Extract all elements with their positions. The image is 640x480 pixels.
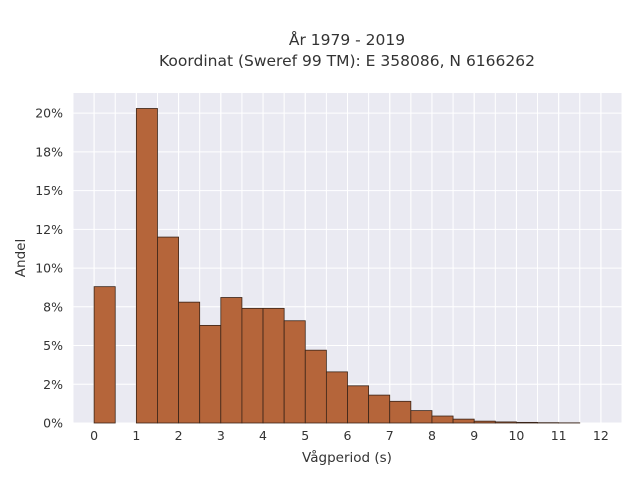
chart-subtitle: Koordinat (Sweref 99 TM): E 358086, N 61… [159, 52, 535, 70]
histogram-bar [410, 410, 433, 424]
histogram-bar [178, 301, 201, 424]
histogram-bar [516, 421, 538, 424]
histogram-bar [494, 421, 517, 424]
histogram-bar [473, 420, 496, 424]
y-tick-label: 8% [43, 299, 63, 314]
y-tick-label: 12% [35, 222, 63, 237]
histogram-bar [389, 400, 412, 424]
y-tick-label: 5% [43, 338, 63, 353]
histogram-bar [135, 108, 158, 424]
histogram-bar [93, 286, 116, 424]
x-tick-label: 11 [551, 428, 567, 443]
y-tick-label: 18% [35, 144, 63, 159]
x-tick-label: 7 [386, 428, 394, 443]
histogram-bar [262, 307, 285, 424]
histogram-bar [368, 394, 391, 424]
histogram-bar [304, 349, 327, 424]
y-tick-labels: 0% 2% 5% 8% 10% 12% 15% 18% 20% [35, 106, 63, 431]
x-tick-label: 5 [301, 428, 309, 443]
x-axis-label: Vågperiod (s) [302, 449, 392, 466]
histogram-bar [157, 236, 179, 424]
histogram-bar [325, 371, 348, 424]
x-tick-label: 12 [593, 428, 609, 443]
y-tick-label: 10% [35, 261, 63, 276]
histogram-bar [283, 320, 306, 424]
histogram-bar [199, 324, 222, 424]
bars [93, 108, 581, 424]
x-tick-label: 2 [175, 428, 183, 443]
x-tick-label: 10 [508, 428, 524, 443]
y-axis-label: Andel [13, 239, 29, 277]
histogram-bar [347, 385, 370, 424]
y-tick-label: 20% [35, 106, 63, 121]
x-tick-label: 1 [132, 428, 140, 443]
x-tick-label: 6 [344, 428, 352, 443]
histogram-bar [431, 415, 454, 424]
y-tick-label: 2% [43, 377, 63, 392]
x-tick-label: 3 [217, 428, 225, 443]
y-tick-label: 0% [43, 416, 63, 431]
histogram-bar [220, 297, 243, 424]
histogram-bar [452, 418, 475, 424]
x-tick-label: 0 [90, 428, 98, 443]
x-tick-label: 4 [259, 428, 267, 443]
x-tick-label: 9 [470, 428, 478, 443]
chart-title: År 1979 - 2019 [289, 30, 405, 49]
x-tick-labels: 0 1 2 3 4 5 6 7 8 9 10 11 12 [90, 428, 609, 443]
histogram-bar [241, 307, 264, 424]
y-tick-label: 15% [35, 183, 63, 198]
x-tick-label: 8 [428, 428, 436, 443]
